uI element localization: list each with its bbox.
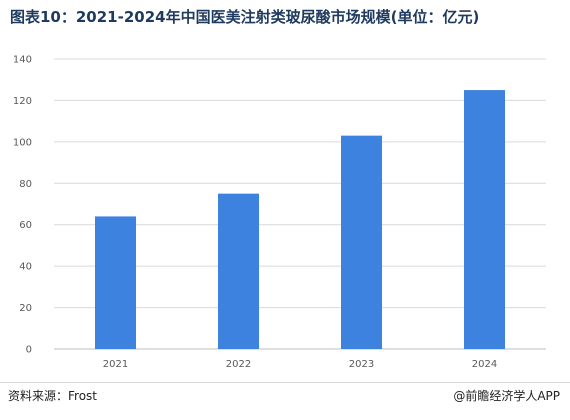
y-tick-label: 0 xyxy=(26,345,32,356)
y-tick-label: 20 xyxy=(19,303,32,314)
bar-2022 xyxy=(218,193,259,349)
x-tick-label: 2021 xyxy=(103,359,128,370)
source-note: 资料来源：Frost xyxy=(8,389,97,403)
y-tick-label: 80 xyxy=(19,179,32,190)
credit-note: @前瞻经济学人APP xyxy=(453,389,560,403)
bar-2023 xyxy=(341,135,382,349)
x-tick-label: 2024 xyxy=(472,359,497,370)
chart-title: 图表10：2021-2024年中国医美注射类玻尿酸市场规模(单位：亿元) xyxy=(10,8,480,26)
y-tick-label: 60 xyxy=(19,220,32,231)
bar-2021 xyxy=(95,216,136,349)
x-tick-label: 2022 xyxy=(226,359,251,370)
y-tick-label: 140 xyxy=(13,55,32,66)
y-tick-label: 40 xyxy=(19,262,32,273)
y-tick-label: 120 xyxy=(13,96,32,107)
footer-divider xyxy=(0,382,570,383)
x-tick-label: 2023 xyxy=(349,359,374,370)
bar-2024 xyxy=(464,90,505,350)
y-tick-label: 100 xyxy=(13,137,32,148)
